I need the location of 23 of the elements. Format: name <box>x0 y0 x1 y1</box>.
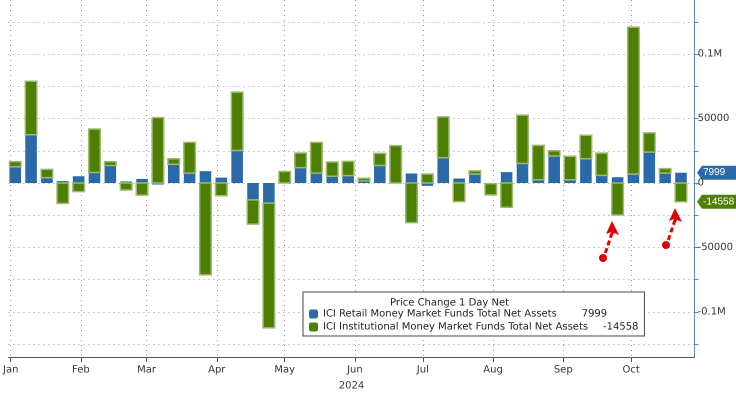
x-tick-label: Jan <box>2 364 18 376</box>
annotation: 7999 <box>582 308 608 320</box>
x-tick-label: Apr <box>208 364 226 376</box>
x-tick-label: May <box>274 364 296 376</box>
x-tick-label: Oct <box>622 364 640 376</box>
text: -14558 <box>703 196 734 208</box>
x-tick-label: Jun <box>346 364 363 376</box>
legend-label: ICI Institutional Money Market Funds Total Net Assets <box>323 322 594 332</box>
y-tick-label: -50000 <box>698 242 733 253</box>
y-tick-label: 50000 <box>698 113 730 124</box>
y-tick-label: -0.1M <box>698 306 726 318</box>
legend-title: Price Change 1 Day Net <box>390 298 510 308</box>
y-tick-label: 0 <box>698 178 704 189</box>
x-tick-label: Sep <box>554 364 573 376</box>
y-tick-label: 0.1M <box>698 48 722 60</box>
x-tick-label: Feb <box>72 364 90 376</box>
x-tick-label: Jul <box>416 364 429 376</box>
x-tick-label: Mar <box>137 364 157 376</box>
x-axis-title: 2024 <box>338 380 364 392</box>
x-tick-label: Aug <box>483 364 503 376</box>
legend-label: ICI Retail Money Market Funds Total Net Assets <box>323 308 564 320</box>
annotation: -14558 <box>603 322 638 332</box>
text: 7999 <box>703 167 726 178</box>
